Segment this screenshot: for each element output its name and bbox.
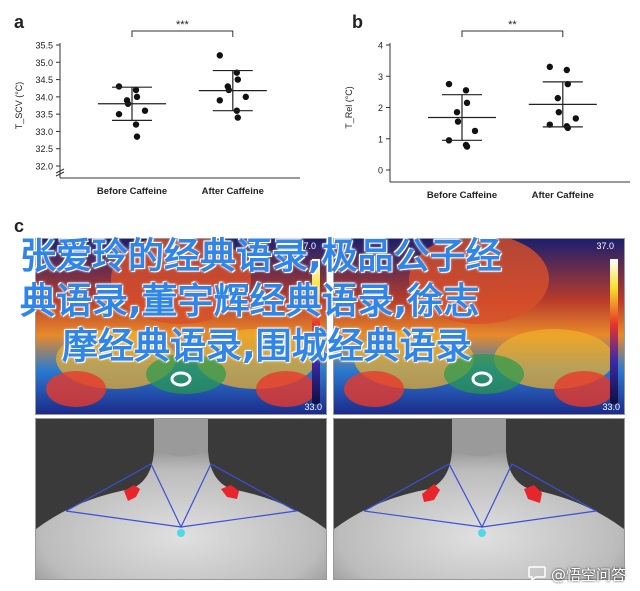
y-tick-label: 34.0 — [35, 92, 53, 102]
y-tick-label: 32.5 — [35, 144, 53, 154]
y-tick-label: 35.5 — [35, 41, 53, 51]
y-tick-label: 34.5 — [35, 75, 53, 85]
overlay-line-3: 摩经典语录,围城经典语录 — [62, 326, 472, 367]
data-point — [563, 66, 570, 74]
y-tick-label: 0 — [378, 166, 383, 176]
data-point — [115, 83, 123, 90]
data-point — [132, 86, 140, 94]
data-point — [225, 86, 232, 94]
data-point — [216, 52, 223, 59]
y-tick-label: 3 — [378, 72, 383, 82]
y-axis-label: T_Rel (°C) — [344, 86, 354, 129]
y-tick-label: 4 — [378, 41, 383, 51]
grayscale-image-after — [333, 418, 625, 580]
y-tick-label: 1 — [378, 134, 383, 144]
x-tick-label: Before Caffeine — [97, 186, 167, 197]
data-point — [216, 97, 223, 104]
data-point — [453, 108, 461, 116]
chart-a: 32.0 32.5 33.0 33.5 34.0 34.5 35.0 35.5 T_SCV (°… — [14, 19, 300, 197]
grayscale-image-before — [35, 418, 327, 580]
y-tick-label: 2 — [378, 103, 383, 113]
data-point — [463, 143, 471, 150]
scale-min-label: 33.0 — [304, 402, 322, 412]
data-point — [141, 107, 149, 114]
data-point — [564, 124, 571, 132]
data-point — [454, 118, 462, 125]
y-tick-label: 33.5 — [35, 110, 53, 120]
significance-label: *** — [176, 19, 190, 31]
axis-break-mark — [55, 168, 65, 177]
overlay-line-2: 典语录,董宇辉经典语录,徐志 — [20, 281, 480, 322]
data-point — [572, 115, 579, 122]
data-point — [546, 63, 553, 71]
data-point — [132, 121, 140, 128]
x-tick-label: Before Caffeine — [427, 190, 497, 201]
data-point — [471, 127, 479, 135]
thermal-image-after: 37.0 33.0 — [333, 238, 625, 415]
thermal-image-before: 37.0 33.0 — [35, 238, 327, 415]
chart-b: 0 1 2 3 4 T_Rel (°C) Before Caffeine After Caff… — [344, 19, 630, 201]
significance-label: ** — [508, 19, 517, 31]
data-point — [445, 80, 453, 88]
y-tick-label: 33.0 — [35, 127, 53, 137]
watermark: @悟空问答 — [528, 564, 626, 585]
speech-bubble-icon — [528, 565, 546, 585]
y-tick-label: 35.0 — [35, 58, 53, 68]
data-point — [234, 76, 241, 83]
panel-label-c: c — [14, 216, 25, 236]
watermark-text: @悟空问答 — [550, 566, 626, 584]
significance-bracket — [131, 30, 234, 37]
data-point — [133, 133, 141, 140]
data-point — [234, 114, 241, 121]
x-tick-label: After Caffeine — [532, 190, 594, 201]
data-point — [554, 94, 561, 102]
data-point — [115, 110, 123, 118]
panel-label-b: b — [352, 12, 363, 32]
x-tick-label: After Caffeine — [202, 186, 264, 197]
scale-min-label: 33.0 — [602, 402, 620, 412]
data-point — [242, 93, 249, 101]
y-axis-label: T_SCV (°C) — [14, 82, 24, 130]
y-tick-label: 32.0 — [35, 162, 53, 172]
data-point — [133, 93, 141, 101]
data-point — [555, 108, 562, 116]
overlay-text: 张爱玲的经典语录,极品公子经 典语录,董宇辉经典语录,徐志 摩经典语录,围城经典… — [20, 234, 620, 369]
overlay-line-1: 张爱玲的经典语录,极品公子经 — [20, 236, 502, 277]
data-point — [463, 99, 471, 107]
scale-max-label: 37.0 — [596, 241, 614, 251]
data-point — [462, 87, 470, 94]
panel-label-a: a — [14, 12, 25, 32]
significance-bracket — [461, 30, 564, 37]
scale-max-label: 37.0 — [298, 241, 316, 251]
